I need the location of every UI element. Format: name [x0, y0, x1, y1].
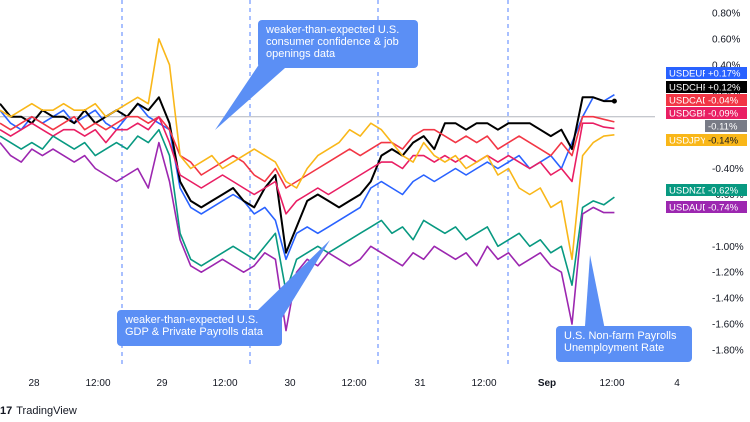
x-tick-label: 4 [674, 378, 680, 389]
legend-badge: USDEUR+0.17% [666, 67, 747, 80]
series-line-usdgbp [0, 115, 615, 215]
legend-value-box [705, 120, 747, 132]
legend-value: -0.09% [708, 109, 739, 120]
legend-name-box [666, 184, 706, 196]
legend-value-box [705, 134, 747, 146]
annotation-text: U.S. Non-farm Payrolls Unemployment Rate [564, 330, 677, 354]
y-tick-label: -1.80% [712, 346, 744, 357]
series-line-usdnzd [0, 128, 615, 293]
legend-badge: USDCHF +0.12% [666, 81, 747, 94]
annotation-gdp-payrolls: weaker-than-expected U.S. GDP & Private … [117, 310, 282, 346]
legend-value-box [705, 67, 747, 79]
legend-value-box [705, 184, 747, 196]
legend-value: -0.74% [708, 203, 739, 214]
legend-name-box [666, 201, 706, 213]
legend-value: -0.11% [708, 122, 738, 133]
legend: USDEUR+0.17%USDCHF +0.12%USDCAD-0.04%USDG… [666, 67, 747, 214]
legend-value-box [705, 81, 747, 93]
legend-badge: USDCAD-0.04% [666, 94, 747, 107]
x-tick-label: 12:00 [212, 378, 237, 389]
legend-name-box [666, 107, 706, 119]
annotation-consumer-confidence: weaker-than-expected U.S. consumer confi… [258, 20, 418, 68]
y-tick-label: -0.40% [712, 164, 744, 175]
legend-badge: USDAUD-0.74% [666, 201, 747, 214]
legend-badge: USDNZD -0.62% [666, 184, 747, 197]
legend-value: -0.62% [708, 186, 739, 197]
x-tick-label: 12:00 [341, 378, 366, 389]
x-tick-label: 28 [28, 378, 40, 389]
legend-badge: -0.11% [705, 120, 747, 133]
legend-name-box [666, 94, 706, 106]
legend-value: -0.04% [708, 96, 739, 107]
annotation-pointer [215, 60, 285, 130]
legend-name-box [666, 67, 706, 79]
series-line-usdaud [0, 141, 615, 332]
legend-value: +0.17% [708, 69, 741, 80]
brand-name: TradingView [16, 405, 77, 417]
series-endpoint [611, 98, 617, 104]
y-tick-label: 0.60% [712, 34, 740, 45]
legend-value: -0.14% [708, 136, 739, 147]
x-tick-label: 12:00 [471, 378, 496, 389]
x-tick-label: 30 [284, 378, 296, 389]
y-tick-label: -1.40% [712, 294, 744, 305]
legend-name: USDCAD [669, 96, 709, 107]
y-tick-label: 0.40% [712, 60, 740, 71]
series-line-usdjpy [0, 38, 615, 261]
chart-canvas: 0.80%0.60%0.40%0.20%-0.40%-0.60%-1.00%-1… [0, 0, 747, 389]
y-tick-label: -1.00% [712, 242, 744, 253]
x-tick-label: Sep [538, 378, 556, 389]
legend-name-box [666, 81, 706, 93]
x-axis: 28 12:00 29 12:00 30 12:00 31 12:00 Sep 12:00 4 [28, 378, 680, 389]
legend-name: USDCHF [669, 83, 709, 94]
legend-value-box [705, 107, 747, 119]
legend-value-box [705, 94, 747, 106]
legend-name: USDAUD [669, 203, 709, 214]
annotation-pointers [215, 60, 605, 330]
x-tick-label: 12:00 [85, 378, 110, 389]
legend-name: USDEUR [669, 69, 709, 80]
legend-badge: USDGBP-0.09% [666, 107, 747, 120]
legend-name: USDJPY [669, 136, 707, 147]
legend-value-box [705, 201, 747, 213]
y-tick-label: -1.60% [712, 320, 744, 331]
y-tick-label: -1.20% [712, 268, 744, 279]
annotation-text: weaker-than-expected U.S. consumer confi… [266, 24, 400, 60]
annotation-pointer [258, 240, 330, 318]
x-tick-label: 29 [156, 378, 168, 389]
footer: 17 TradingView [0, 400, 77, 422]
legend-name: USDNZD [669, 186, 709, 197]
legend-badge: USDJPY -0.14% [666, 134, 747, 147]
x-tick-label: 31 [414, 378, 426, 389]
legend-name-box [666, 134, 706, 146]
annotation-pointer [585, 255, 605, 330]
x-tick-label: 12:00 [599, 378, 624, 389]
series-line-usdchf [0, 96, 615, 254]
y-tick-label: 0.80% [712, 9, 740, 20]
y-axis: 0.80%0.60%0.40%0.20%-0.40%-0.60%-1.00%-1… [712, 9, 744, 357]
series-layer [0, 38, 617, 332]
legend-value: +0.12% [708, 83, 741, 94]
legend-name: USDGBP [669, 109, 709, 120]
annotation-text: weaker-than-expected U.S. GDP & Private … [125, 314, 263, 338]
series-line-usdcad [0, 115, 615, 189]
tradingview-logo: 17 [0, 405, 13, 417]
annotation-nfp: U.S. Non-farm Payrolls Unemployment Rate [556, 326, 692, 362]
